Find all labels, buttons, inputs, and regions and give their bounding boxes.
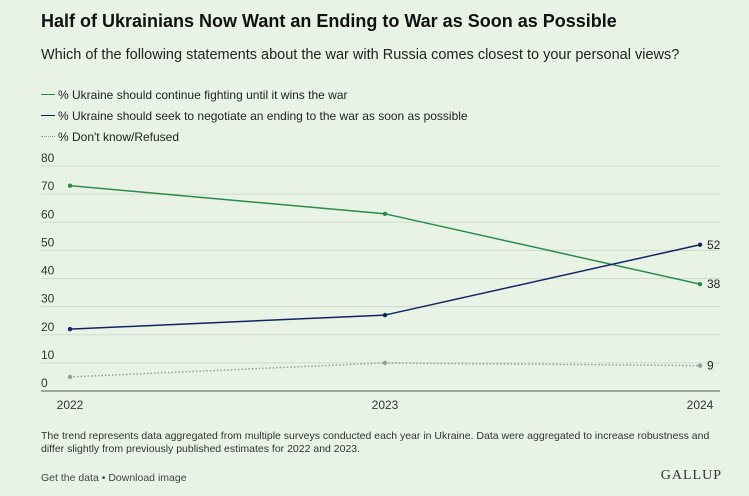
y-tick-label: 30 <box>41 292 55 306</box>
data-point <box>697 363 703 368</box>
x-tick-label: 2024 <box>687 398 714 412</box>
data-point <box>697 281 703 287</box>
end-data-label: 38 <box>707 277 721 291</box>
line-chart: 0 10 20 30 40 50 60 70 80 2022 2023 2024 38 52 9 <box>41 151 721 412</box>
y-tick-label: 10 <box>41 348 55 362</box>
footer-links: Get the data • Download image <box>41 472 187 484</box>
footnote: The trend represents data aggregated fro… <box>41 430 710 455</box>
chart-title: Half of Ukrainians Now Want an Ending to… <box>41 11 617 31</box>
data-point <box>67 326 73 332</box>
link-separator: • <box>101 472 106 484</box>
data-point <box>697 242 703 247</box>
y-tick-label: 60 <box>41 207 55 221</box>
x-tick-label: 2022 <box>57 398 84 412</box>
y-tick-label: 20 <box>41 320 55 334</box>
data-point <box>382 211 388 217</box>
legend-swatch-continue-fighting <box>41 94 55 95</box>
data-point <box>67 183 73 188</box>
y-tick-label: 80 <box>41 151 55 165</box>
gallup-logo: GALLUP <box>660 468 722 483</box>
y-tick-label: 40 <box>41 264 55 278</box>
end-data-label: 52 <box>707 238 721 252</box>
get-data-link[interactable]: Get the data <box>41 472 99 484</box>
legend-item-negotiate: % Ukraine should seek to negotiate an en… <box>41 105 468 126</box>
end-data-label: 9 <box>707 359 714 373</box>
legend-item-continue-fighting: % Ukraine should continue fighting until… <box>41 84 468 105</box>
legend-label: % Ukraine should continue fighting until… <box>58 87 348 102</box>
x-tick-label: 2023 <box>372 398 399 412</box>
y-tick-label: 70 <box>41 179 55 193</box>
y-tick-label: 0 <box>41 376 48 390</box>
download-image-link[interactable]: Download image <box>108 472 187 484</box>
data-point <box>382 312 388 318</box>
legend-label: % Ukraine should seek to negotiate an en… <box>58 108 468 123</box>
legend: % Ukraine should continue fighting until… <box>41 84 468 147</box>
legend-swatch-negotiate <box>41 115 55 116</box>
chart-subtitle: Which of the following statements about … <box>41 47 680 63</box>
data-point <box>67 374 73 380</box>
data-point <box>382 360 388 366</box>
legend-item-dont-know: % Don't know/Refused <box>41 126 468 147</box>
legend-swatch-dont-know <box>41 136 55 137</box>
y-tick-label: 50 <box>41 235 55 249</box>
series-line-0 <box>69 184 701 285</box>
legend-label: % Don't know/Refused <box>58 129 180 144</box>
